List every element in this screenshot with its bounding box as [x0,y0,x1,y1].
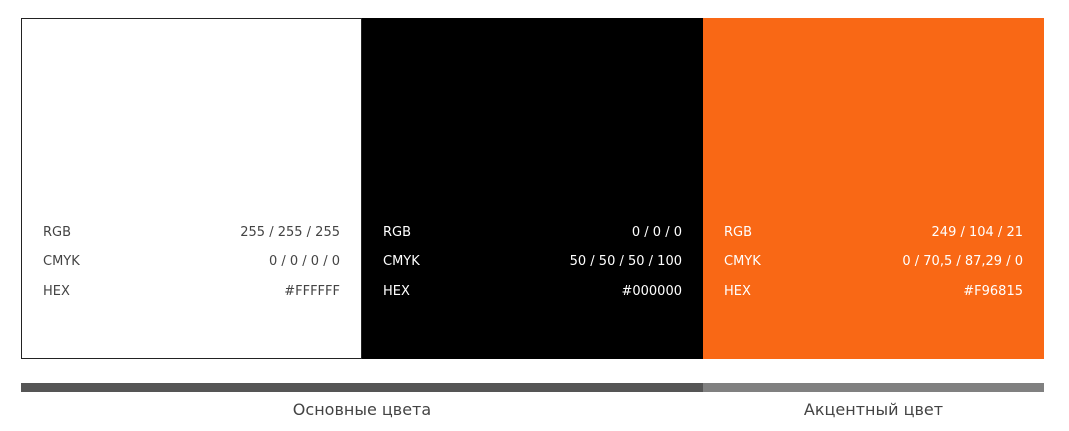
color-label: CMYK [724,254,761,269]
swatch-white: RGB 255 / 255 / 255 CMYK 0 / 0 / 0 / 0 HEX #F… [21,18,362,359]
color-label: HEX [724,283,751,299]
color-label: RGB [43,224,72,240]
color-value: 0 / 0 / 0 / 0 [268,254,340,269]
color-value: #F96815 [963,283,1023,299]
color-row-hex: HEX #000000 [383,281,682,301]
color-row-rgb: RGB 255 / 255 / 255 [43,222,340,242]
color-value: 0 / 0 / 0 [631,224,682,240]
color-value: #FFFFFF [284,283,340,299]
color-row-cmyk: CMYK 0 / 70,5 / 87,29 / 0 [724,252,1023,272]
color-label: CMYK [383,254,420,269]
color-row-rgb: RGB 249 / 104 / 21 [724,222,1023,242]
color-label: RGB [724,224,753,240]
color-row-rgb: RGB 0 / 0 / 0 [383,222,682,242]
color-row-cmyk: CMYK 0 / 0 / 0 / 0 [43,252,340,272]
swatch-orange: RGB 249 / 104 / 21 CMYK 0 / 70,5 / 87,29 / … [703,18,1044,359]
color-row-hex: HEX #F96815 [724,281,1023,301]
color-value: #000000 [621,283,682,299]
color-label: HEX [43,283,70,299]
color-label: RGB [383,224,412,240]
color-value: 50 / 50 / 50 / 100 [569,254,682,269]
swatch-black: RGB 0 / 0 / 0 CMYK 50 / 50 / 50 / 100 HEX #00… [362,18,703,359]
color-label: HEX [383,283,410,299]
main-colors-bar [21,383,703,392]
accent-color-bar [703,383,1044,392]
color-value: 0 / 70,5 / 87,29 / 0 [902,254,1023,269]
color-row-cmyk: CMYK 50 / 50 / 50 / 100 [383,252,682,272]
color-value: 255 / 255 / 255 [240,224,340,240]
color-value: 249 / 104 / 21 [931,224,1023,240]
main-colors-caption: Основные цвета [292,400,432,419]
accent-color-caption: Акцентный цвет [803,400,944,419]
color-row-hex: HEX #FFFFFF [43,281,340,301]
color-label: CMYK [43,254,80,269]
